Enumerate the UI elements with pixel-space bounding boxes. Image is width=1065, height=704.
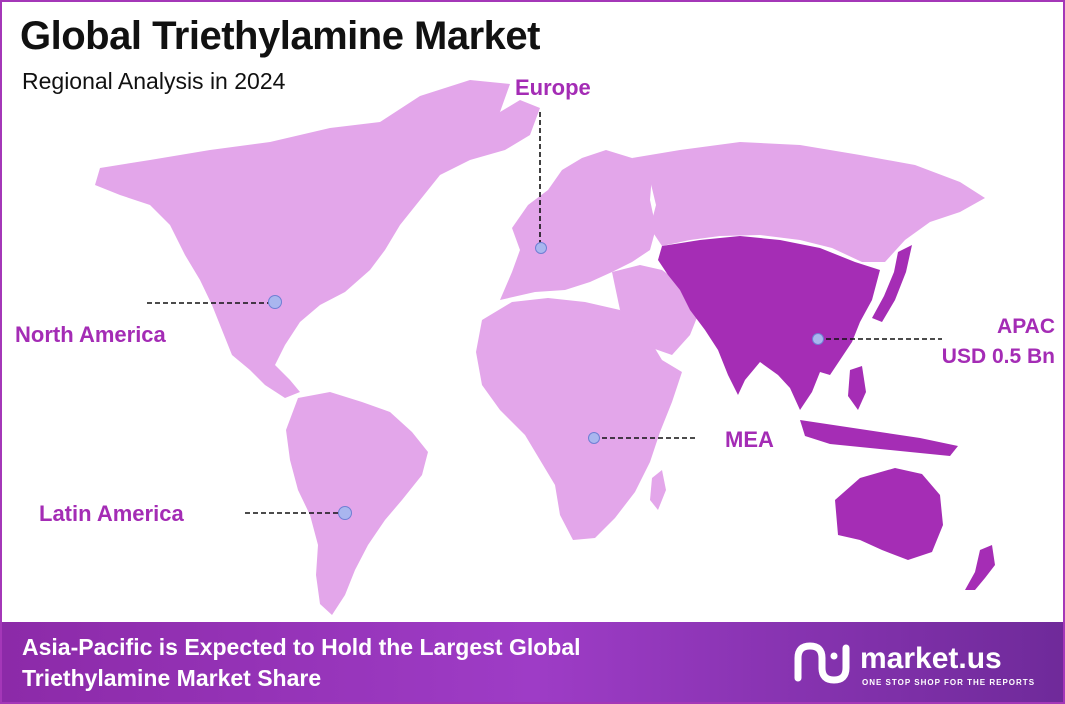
brand-logo-icon xyxy=(794,642,850,684)
brand-name: market.us xyxy=(860,642,1002,675)
mea-label: MEA xyxy=(725,427,774,452)
latin-america-land xyxy=(286,392,428,615)
north-america-land xyxy=(95,100,540,398)
north-america-label: North America xyxy=(15,322,166,347)
new-zealand-land xyxy=(965,545,995,590)
page-title: Global Triethylamine Market xyxy=(20,14,541,58)
asia-pacific-land xyxy=(658,236,880,410)
greenland-land xyxy=(380,80,510,160)
mea-marker xyxy=(588,432,600,444)
latin-america-marker xyxy=(338,506,352,520)
africa-land xyxy=(476,298,682,540)
footer-banner: Asia-Pacific is Expected to Hold the Lar… xyxy=(2,622,1063,702)
footer-message-line1: Asia-Pacific is Expected to Hold the Lar… xyxy=(22,634,581,660)
brand-tagline: ONE STOP SHOP FOR THE REPORTS xyxy=(862,678,1036,687)
indonesia-land xyxy=(800,420,958,456)
brand-logo: market.us ONE STOP SHOP FOR THE REPORTS xyxy=(790,636,1050,692)
philippines-land xyxy=(848,366,866,410)
page-subtitle: Regional Analysis in 2024 xyxy=(22,68,286,94)
apac-marker xyxy=(812,333,824,345)
footer-message-line2: Triethylamine Market Share xyxy=(22,665,322,691)
russia-land xyxy=(632,142,985,262)
apac-value: USD 0.5 Bn xyxy=(941,345,1055,368)
europe-label: Europe xyxy=(515,75,591,100)
apac-callout: APAC USD 0.5 Bn xyxy=(905,312,1055,372)
north-america-marker xyxy=(268,295,282,309)
footer-message: Asia-Pacific is Expected to Hold the Lar… xyxy=(22,632,722,694)
australia-land xyxy=(835,468,943,560)
japan-land xyxy=(872,245,912,322)
europe-marker xyxy=(535,242,547,254)
europe-land xyxy=(500,150,656,300)
madagascar-land xyxy=(650,470,666,510)
latin-america-label: Latin America xyxy=(39,501,184,526)
apac-label: APAC xyxy=(997,315,1055,338)
